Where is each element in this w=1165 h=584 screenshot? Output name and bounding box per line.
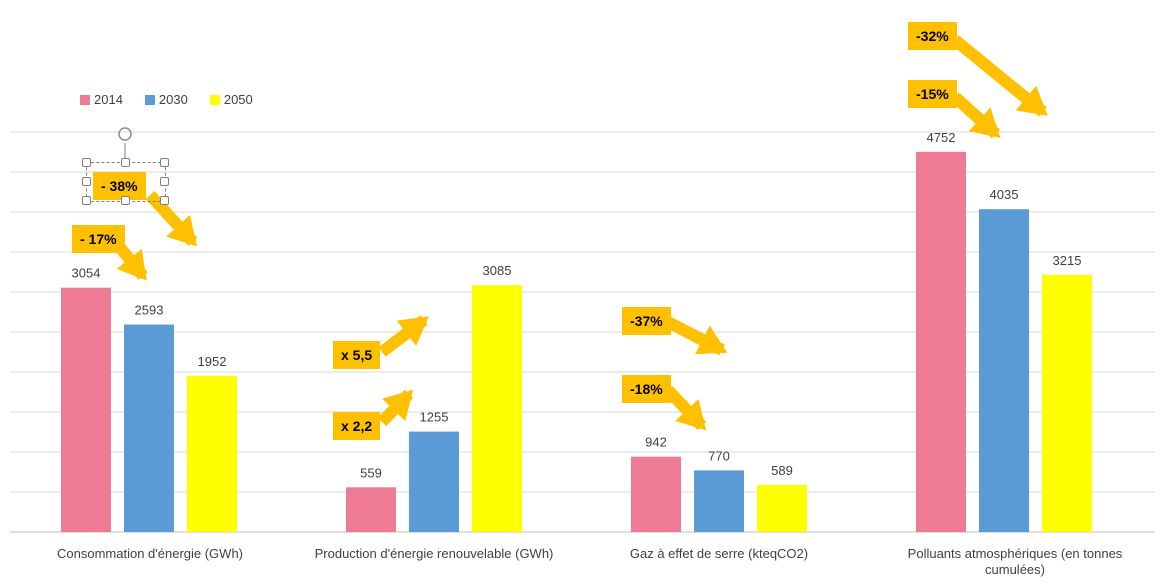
bar-2014-0 — [61, 287, 111, 532]
arrow-minus-15-head — [968, 107, 1001, 139]
resize-handle-right[interactable] — [160, 177, 169, 186]
arrow-minus-18-head — [675, 399, 707, 431]
value-label: 770 — [708, 448, 730, 463]
bar-2030-1 — [409, 431, 459, 532]
legend-label-2030: 2030 — [158, 92, 188, 107]
bar-2014-3 — [916, 151, 966, 532]
value-label: 1952 — [198, 354, 227, 369]
bar-2050-0 — [187, 375, 237, 532]
legend-label-2050: 2050 — [223, 92, 253, 107]
legend-item-2030: 2030 — [144, 92, 188, 107]
value-label: 2593 — [135, 303, 164, 318]
bar-2014-2 — [631, 456, 681, 532]
legend-swatch-2050 — [209, 94, 220, 105]
value-label: 3054 — [72, 266, 101, 281]
category-label-gaz: Gaz à effet de serre (kteqCO2) — [629, 546, 809, 561]
annotation-minus-15[interactable]: -15% — [908, 80, 957, 108]
resize-handle-top[interactable] — [121, 158, 130, 167]
arrow-minus-17-head — [116, 248, 147, 281]
value-label: 942 — [645, 435, 667, 450]
value-label: 3215 — [1053, 253, 1082, 268]
arrow-x-5-5-head — [396, 316, 429, 347]
bar-2030-0 — [124, 324, 174, 532]
value-label: 3085 — [483, 263, 512, 278]
annotation-minus-38[interactable]: - 38% — [93, 172, 146, 200]
bar-2050-2 — [757, 484, 807, 532]
rotate-handle-icon — [118, 127, 132, 141]
category-label-production: Production d'énergie renouvelable (GWh) — [314, 546, 554, 561]
legend-label-2014: 2014 — [94, 92, 123, 107]
annotation-x-2-2[interactable]: x 2,2 — [333, 412, 381, 440]
arrow-minus-32-head — [1015, 85, 1048, 116]
category-label-polluants: Polluants atmosphériques (en tonnes cumu… — [907, 546, 1123, 577]
annotation-minus-18[interactable]: -18% — [622, 375, 671, 403]
value-label: 559 — [360, 465, 382, 480]
resize-handle-top-right[interactable] — [160, 158, 169, 167]
legend-item-2014: 2014 — [80, 92, 123, 107]
value-label: 4035 — [990, 187, 1019, 202]
annotation-x-5-5[interactable]: x 5,5 — [333, 341, 381, 369]
value-label: 4752 — [927, 130, 956, 145]
resize-handle-bottom-left[interactable] — [82, 196, 91, 205]
annotation-minus-37[interactable]: -37% — [622, 307, 671, 335]
bar-2030-2 — [694, 470, 744, 532]
category-label-consommation: Consommation d'énergie (GWh) — [57, 546, 243, 561]
annotation-minus-17[interactable]: - 17% — [72, 225, 125, 253]
legend-swatch-2030 — [144, 94, 155, 105]
resize-handle-left[interactable] — [82, 177, 91, 186]
bar-2050-3 — [1042, 274, 1092, 532]
value-label: 1255 — [420, 410, 449, 425]
annotation-minus-32[interactable]: -32% — [908, 22, 957, 50]
arrow-x-2-2-head — [382, 389, 414, 421]
arrow-minus-38-head — [166, 214, 198, 247]
bar-2050-1 — [472, 285, 522, 532]
bar-2014-1 — [346, 487, 396, 532]
legend-swatch-2014 — [80, 94, 90, 105]
resize-handle-top-left[interactable] — [82, 158, 91, 167]
value-label: 589 — [771, 463, 793, 478]
legend-item-2050: 2050 — [209, 92, 253, 107]
resize-handle-bottom[interactable] — [121, 196, 130, 205]
bar-2030-3 — [979, 209, 1029, 532]
legend: 2014 2030 2050 — [80, 92, 253, 107]
arrow-minus-37-head — [695, 325, 728, 355]
resize-handle-bottom-right[interactable] — [160, 196, 169, 205]
